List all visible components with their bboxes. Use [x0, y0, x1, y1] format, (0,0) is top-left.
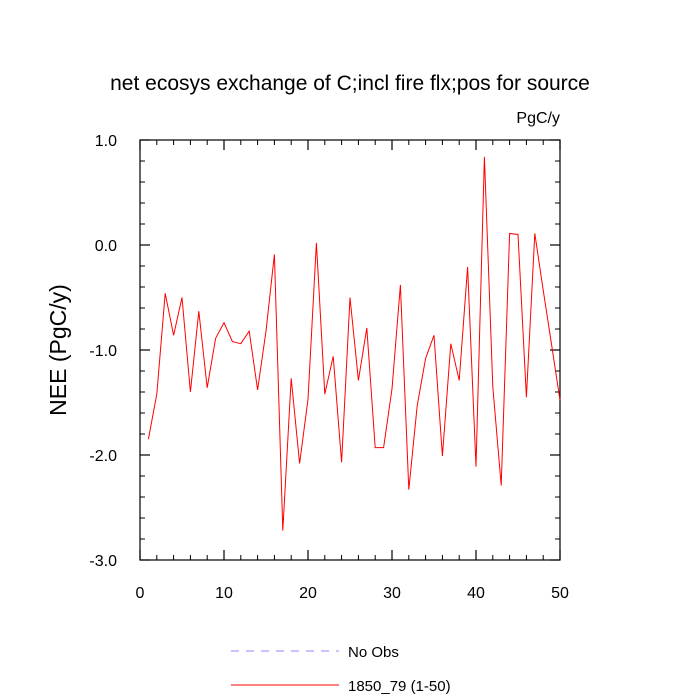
series-layer	[147, 156, 561, 531]
x-tick-label: 50	[551, 585, 569, 602]
series-line-1	[147, 156, 561, 531]
ticks-layer	[139, 139, 561, 561]
y-tick-label: -2.0	[89, 448, 117, 465]
y-tick-label: -1.0	[89, 343, 117, 360]
legend: No Obs 1850_79 (1-50)	[231, 644, 451, 695]
y-axis-label: NEE (PgC/y)	[45, 284, 71, 416]
x-tick-label: 0	[136, 585, 145, 602]
legend-label-0: No Obs	[348, 644, 399, 661]
x-tick-label: 30	[383, 585, 401, 602]
legend-label-1: 1850_79 (1-50)	[348, 678, 451, 695]
x-tick-labels: 0 10 20 30 40 50	[136, 585, 569, 602]
x-tick-label: 20	[299, 585, 317, 602]
x-tick-label: 40	[467, 585, 485, 602]
y-tick-label: -3.0	[89, 553, 117, 570]
y-tick-labels: 1.0 0.0 -1.0 -2.0 -3.0	[89, 133, 117, 570]
units-label: PgC/y	[516, 110, 560, 127]
y-tick-label: 0.0	[95, 238, 117, 255]
y-tick-label: 1.0	[95, 133, 117, 150]
chart-title: net ecosys exchange of C;incl fire flx;p…	[110, 72, 590, 95]
x-tick-label: 10	[215, 585, 233, 602]
